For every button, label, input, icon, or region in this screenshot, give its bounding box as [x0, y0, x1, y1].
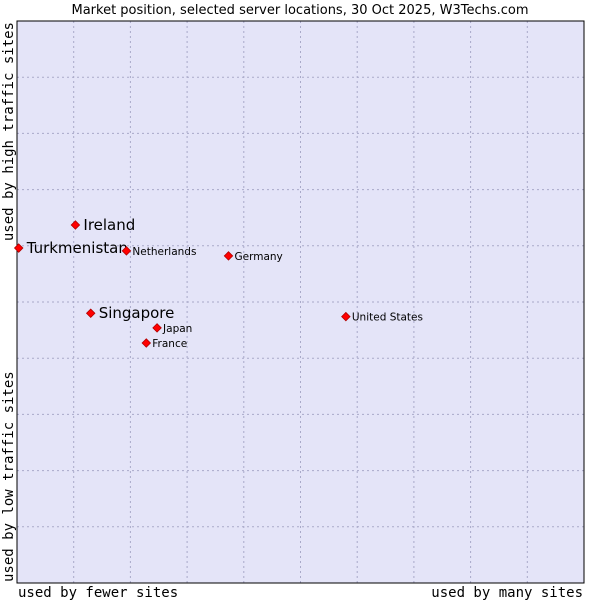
data-point-france: France — [141, 338, 187, 350]
data-point-ireland: Ireland — [70, 216, 135, 234]
data-point-germany: Germany — [223, 251, 283, 263]
point-label: Germany — [234, 251, 282, 263]
point-label: United States — [352, 312, 423, 324]
data-points: Ireland Turkmenistan Netherlands Germany Sin… — [13, 216, 423, 350]
point-marker — [70, 220, 81, 230]
point-marker — [85, 308, 96, 319]
point-marker — [121, 246, 132, 256]
point-marker — [152, 323, 162, 333]
point-marker — [341, 311, 351, 322]
data-point-japan: Japan — [152, 323, 192, 335]
y-axis-label-top: used by high traffic sites — [1, 22, 17, 241]
point-label: Ireland — [83, 216, 135, 234]
data-point-turkmenistan: Turkmenistan — [13, 239, 128, 257]
y-axis-label-bottom: used by low traffic sites — [1, 371, 17, 582]
point-marker — [13, 243, 24, 253]
grid — [17, 21, 584, 583]
data-point-netherlands: Netherlands — [121, 246, 196, 258]
plot-border — [16, 20, 585, 584]
point-marker — [223, 251, 234, 261]
point-label: Japan — [162, 323, 192, 335]
data-point-singapore: Singapore — [85, 304, 175, 322]
chart-title: Market position, selected server locatio… — [71, 3, 528, 18]
x-axis-label-left: used by fewer sites — [18, 585, 178, 600]
point-label: Turkmenistan — [26, 239, 128, 257]
point-marker — [141, 338, 152, 348]
point-label: Singapore — [99, 304, 175, 322]
data-point-united-states: United States — [341, 311, 423, 324]
x-axis-label-right: used by many sites — [431, 585, 583, 600]
point-label: France — [152, 338, 187, 350]
point-label: Netherlands — [132, 246, 196, 258]
